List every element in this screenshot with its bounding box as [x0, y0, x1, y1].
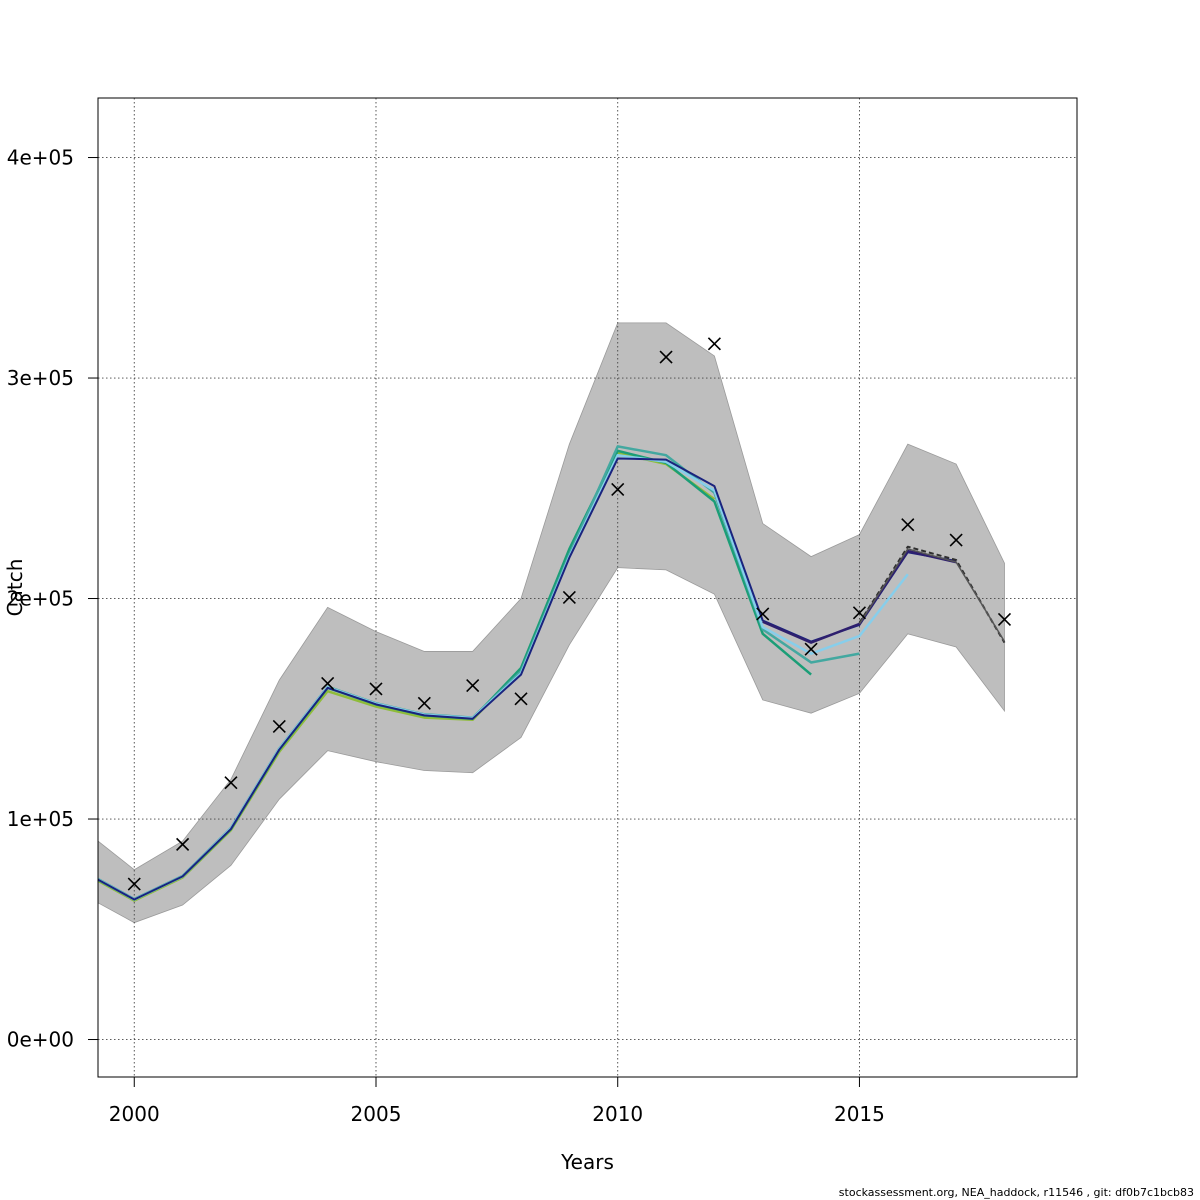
observed-point — [176, 837, 190, 851]
observed-point — [901, 518, 915, 532]
x-axis-title: Years — [560, 1150, 614, 1174]
observed-point — [466, 679, 480, 693]
observed-point — [804, 642, 818, 656]
x-tick-label: 2015 — [834, 1102, 885, 1126]
confidence-band-layer — [97, 322, 1005, 924]
x-tick-label: 2005 — [351, 1102, 402, 1126]
observed-point — [611, 482, 625, 496]
observed-point — [127, 877, 141, 891]
observed-point — [369, 682, 383, 696]
observed-point — [756, 607, 770, 621]
x-tick-label: 2010 — [592, 1102, 643, 1126]
observed-point — [562, 590, 576, 604]
footer-credit: stockassessment.org, NEA_haddock, r11546… — [838, 1186, 1194, 1199]
observed-point — [707, 337, 721, 351]
observed-point — [417, 696, 431, 710]
y-axis-ticks: 0e+00 1e+05 2e+05 3e+05 4e+05 — [7, 146, 98, 1052]
observed-points-layer — [127, 337, 1012, 891]
observed-point — [659, 350, 673, 364]
y-tick-label: 2e+05 — [7, 587, 74, 611]
series-line-8 — [858, 548, 1006, 642]
series-layer — [97, 445, 1006, 902]
observed-point — [997, 612, 1012, 627]
y-tick-label: 4e+05 — [7, 146, 74, 170]
grid-layer — [98, 98, 1077, 1077]
y-tick-label: 3e+05 — [7, 366, 74, 390]
observed-point — [321, 676, 335, 690]
observed-point — [514, 692, 528, 706]
x-axis-ticks: 2000 2005 2010 2015 — [109, 1077, 885, 1126]
observed-point — [272, 719, 286, 733]
y-axis-title: Catch — [3, 559, 27, 617]
observed-point — [224, 776, 238, 790]
x-tick-label: 2000 — [109, 1102, 160, 1126]
y-tick-label: 0e+00 — [7, 1028, 74, 1052]
y-tick-label: 1e+05 — [7, 807, 74, 831]
confidence-band — [97, 322, 1005, 924]
observed-point — [852, 606, 867, 620]
plot-border — [97, 97, 1078, 1078]
observed-point — [949, 533, 963, 547]
